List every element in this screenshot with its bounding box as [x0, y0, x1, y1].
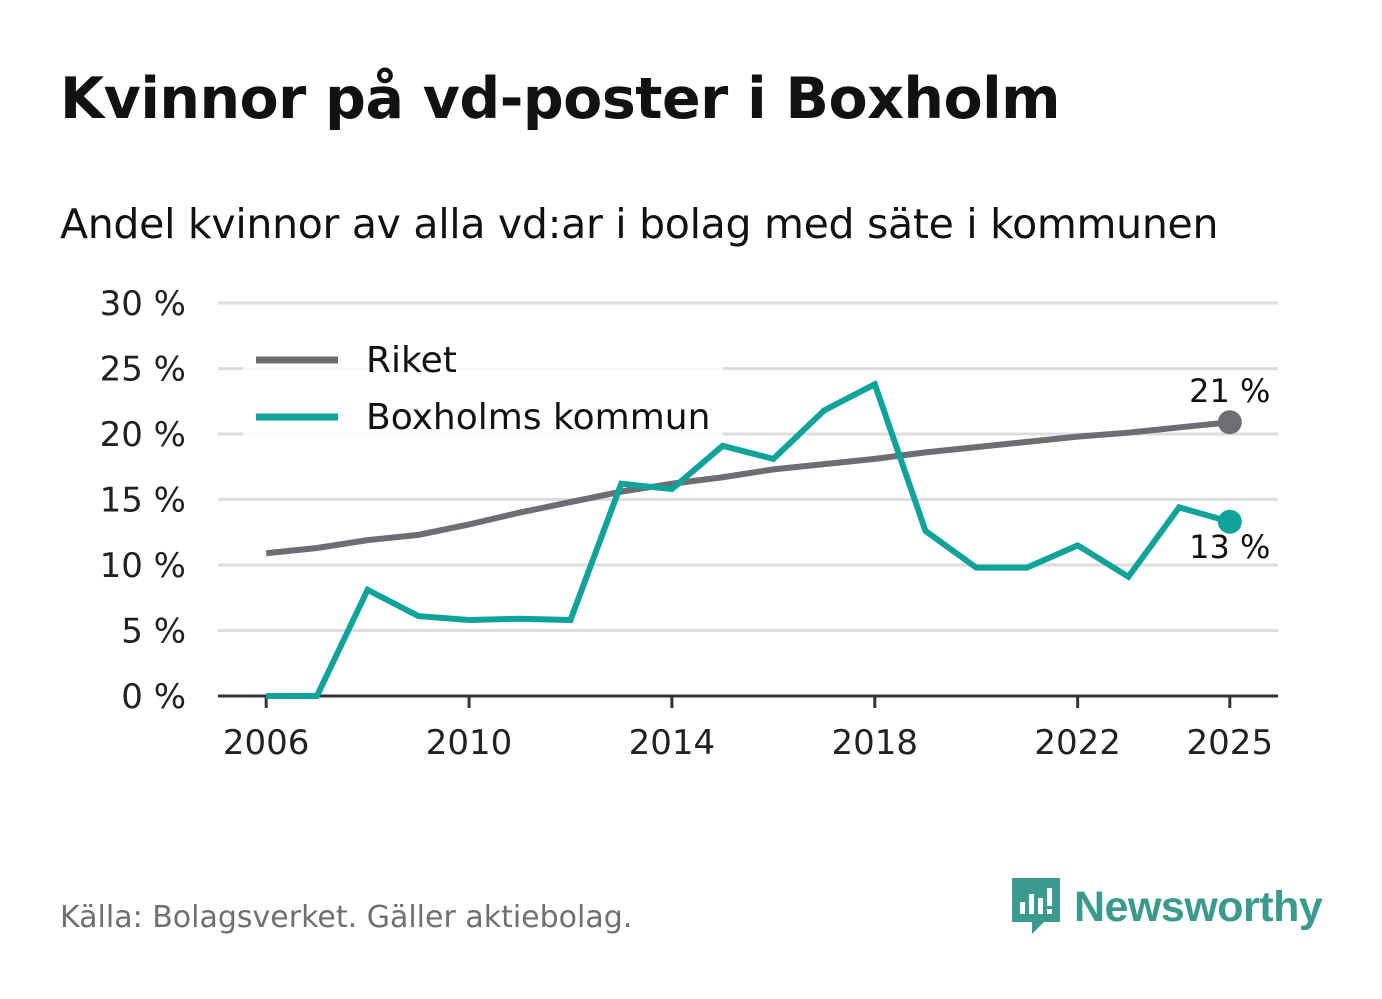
x-tick-label: 2018	[832, 723, 919, 763]
x-tick-label: 2022	[1034, 723, 1121, 763]
legend-label: Riket	[366, 340, 457, 381]
series-lines	[265, 379, 1242, 699]
end-label-kommun: 13 %	[1189, 528, 1270, 566]
y-tick-label: 5 %	[121, 612, 186, 652]
x-tick-label: 2010	[426, 723, 513, 763]
y-tick-label: 25 %	[100, 350, 186, 390]
brand-name: Newsworthy	[1074, 882, 1323, 931]
end-label-riket: 21 %	[1189, 372, 1270, 410]
chart-subtitle: Andel kvinnor av alla vd:ar i bolag med …	[60, 200, 1219, 248]
chart-title: Kvinnor på vd-poster i Boxholm	[60, 66, 1061, 132]
brand-logo: Newsworthy	[1010, 876, 1323, 938]
x-tick-label: 2014	[629, 723, 716, 763]
x-tick-label: 2006	[223, 723, 310, 763]
legend: Riket Boxholms kommun	[243, 330, 723, 438]
legend-label: Boxholms kommun	[366, 397, 710, 438]
y-tick-label: 30 %	[100, 284, 186, 324]
end-point-marker	[1217, 410, 1242, 435]
y-tick-label: 15 %	[100, 481, 186, 521]
newsworthy-icon	[1012, 878, 1060, 934]
y-tick-label: 0 %	[121, 677, 186, 717]
series-line-kommun	[266, 379, 1231, 699]
series-line-riket	[265, 419, 1231, 557]
end-labels: 21 % 13 %	[1186, 372, 1273, 569]
y-tick-label: 20 %	[100, 415, 186, 455]
end-point-marker	[1217, 509, 1242, 534]
y-tick-label: 10 %	[100, 546, 186, 586]
x-axis: 2006 2010 2014 2018 2022 2025	[218, 694, 1278, 763]
y-axis: 0 % 5 % 10 % 15 % 20 % 25 % 30 %	[100, 284, 186, 717]
x-tick-label: 2025	[1187, 723, 1274, 763]
source-note: Källa: Bolagsverket. Gäller aktiebolag.	[60, 900, 633, 935]
